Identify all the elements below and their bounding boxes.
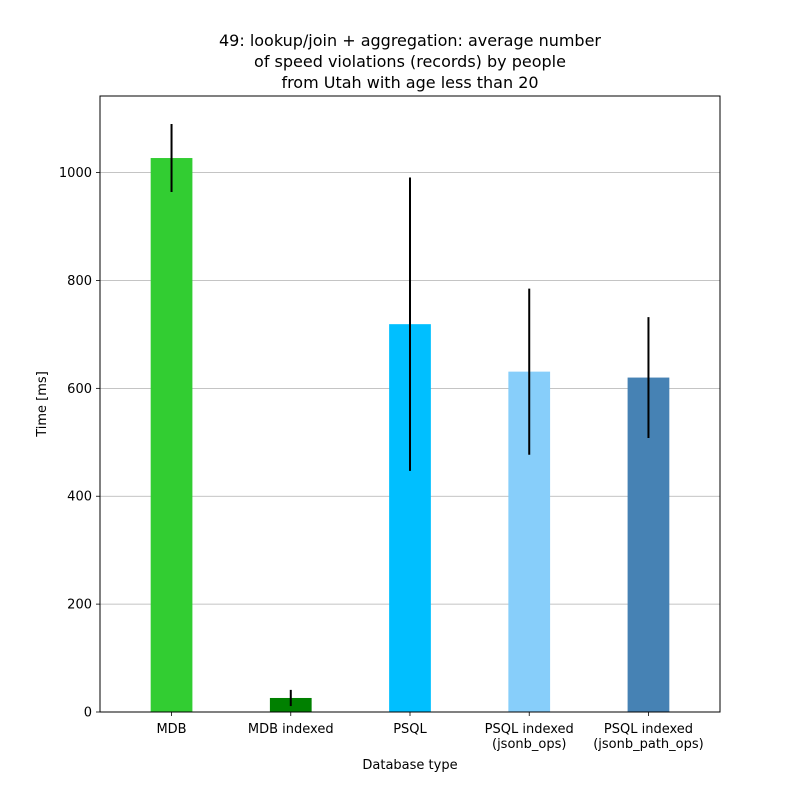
y-tick-label: 400 [67,490,92,505]
x-tick-label: PSQL [393,722,427,737]
x-tick-label: (jsonb_ops) [492,737,566,752]
x-axis-ticks: MDB MDB indexed PSQL PSQL indexed(jsonb_ops… [156,712,704,752]
x-tick-label: PSQL indexed [485,722,574,737]
y-tick-label: 200 [67,598,92,613]
error-bars [170,124,650,707]
x-axis-label: Database type [362,758,457,773]
bar [150,158,193,713]
x-tick-label: (jsonb_path_ops) [593,737,704,752]
x-tick-label: MDB [156,722,186,737]
x-tick-label: MDB indexed [248,722,334,737]
y-tick-label: 800 [67,274,92,289]
chart-title-line-2: of speed violations (records) by people [254,52,566,71]
y-axis-ticks: 0 200 400 600 800 1000 [59,166,100,721]
y-tick-label: 0 [84,706,92,721]
bars [150,158,670,713]
chart-title: 49: lookup/join + aggregation: average n… [219,31,601,92]
y-tick-label: 1000 [59,166,92,181]
x-tick-label: PSQL indexed [604,722,693,737]
chart-title-line-1: 49: lookup/join + aggregation: average n… [219,31,601,50]
y-axis-label: Time [ms] [35,371,50,438]
chart-title-line-3: from Utah with age less than 20 [281,73,538,92]
y-tick-label: 600 [67,382,92,397]
